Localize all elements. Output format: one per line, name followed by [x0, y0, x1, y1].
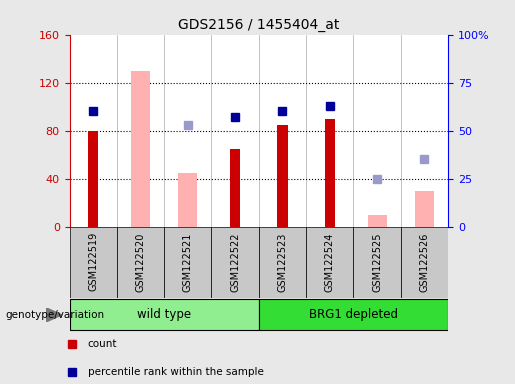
Text: GSM122524: GSM122524 [325, 232, 335, 291]
Bar [230, 149, 241, 227]
Text: GSM122523: GSM122523 [278, 232, 287, 291]
Bar [324, 119, 335, 227]
Bar [277, 124, 288, 227]
Bar [70, 300, 259, 330]
Text: GSM122525: GSM122525 [372, 232, 382, 292]
Bar [259, 227, 306, 298]
Bar [88, 131, 98, 227]
Bar [401, 227, 448, 298]
Title: GDS2156 / 1455404_at: GDS2156 / 1455404_at [178, 18, 339, 32]
Text: percentile rank within the sample: percentile rank within the sample [88, 367, 264, 377]
Text: GSM122519: GSM122519 [88, 232, 98, 291]
Bar [164, 227, 212, 298]
Text: wild type: wild type [137, 308, 191, 321]
Text: GSM122522: GSM122522 [230, 232, 240, 292]
Text: BRG1 depleted: BRG1 depleted [309, 308, 398, 321]
Text: count: count [88, 339, 117, 349]
Text: GSM122521: GSM122521 [183, 232, 193, 291]
Bar [70, 227, 117, 298]
Text: GSM122520: GSM122520 [135, 232, 146, 291]
Bar [415, 190, 434, 227]
Bar [178, 172, 197, 227]
Bar [131, 71, 150, 227]
Polygon shape [46, 308, 62, 322]
Bar [353, 227, 401, 298]
Bar [306, 227, 353, 298]
Text: GSM122526: GSM122526 [419, 232, 430, 291]
Bar [212, 227, 259, 298]
Text: genotype/variation: genotype/variation [5, 310, 104, 320]
Bar [368, 215, 387, 227]
Bar [259, 300, 448, 330]
Bar [117, 227, 164, 298]
